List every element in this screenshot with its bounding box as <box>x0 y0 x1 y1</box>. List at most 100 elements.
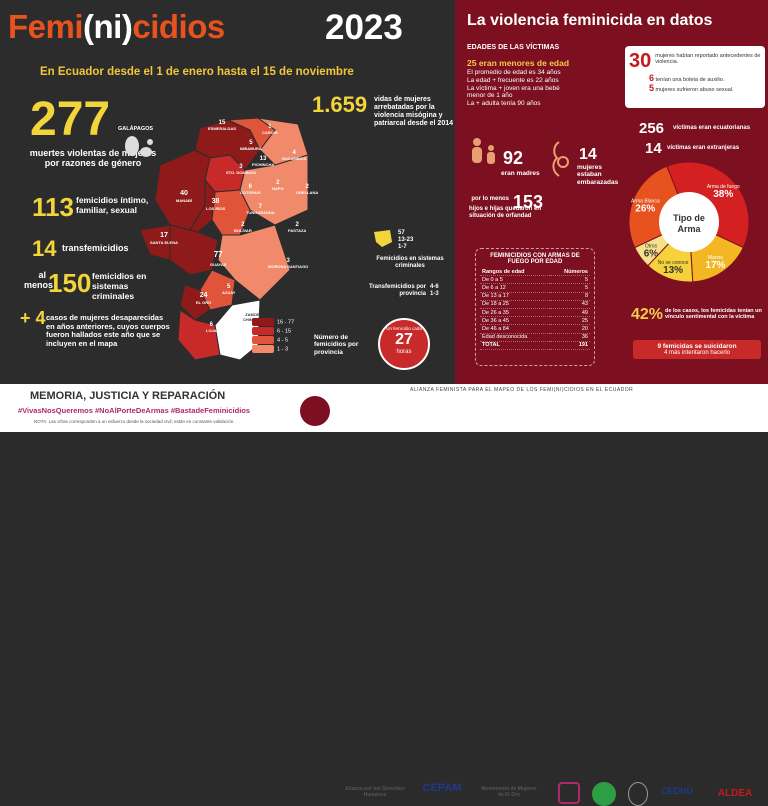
prov-losrios: 38 LOS RÍOS <box>206 198 226 211</box>
emb-text: mujeres estaban embarazadas <box>577 164 619 186</box>
logo-green-icon <box>592 782 616 806</box>
footer-alianza: ALIANZA FEMINISTA PARA EL MAPEO DE LOS F… <box>410 387 634 393</box>
madres-text: eran madres <box>501 170 540 177</box>
galapagos-label: GALÁPAGOS <box>118 126 154 132</box>
orf-count: 153 <box>513 192 544 212</box>
trans-legend-nums: 4-6 1-3 <box>430 284 439 297</box>
intimo-count: 113 <box>32 192 74 222</box>
pie-label-3: No se conoce <box>658 260 689 266</box>
prov-esmeraldas: 15 ESMERALDAS <box>208 120 237 131</box>
prov-eloro: 24 EL ORO <box>196 292 212 305</box>
scale-item-3: 4 - 5 <box>252 336 306 344</box>
family-icon <box>472 138 495 164</box>
trans-text: transfemicidios <box>62 243 129 253</box>
pie-value-2: 17% <box>705 260 725 271</box>
prov-cotopaxi: 6 COTOPAXI <box>240 184 261 195</box>
prov-orellana: 2 ORELLANA <box>296 184 319 195</box>
clock-badge: Un femicidio cada 27 horas <box>378 318 430 370</box>
intimo-text: femicidios íntimo, familiar, sexual <box>76 195 149 215</box>
prov-morona: 3 MORONA SANTIAGO <box>268 258 309 269</box>
prov-bolivar: 2 BOLÍVAR <box>234 222 252 233</box>
prov-stodomingo: 3 STO. DOMINGO <box>226 164 256 175</box>
table-row: De 26 a 35 49 <box>480 308 590 318</box>
prov-carchi: 1 CARCHI <box>262 124 278 135</box>
logo-alianza-ddhh: Alianza por los Derechos Humanos <box>345 786 405 798</box>
prov-tungurahua: 7 TUNGURAHUA <box>246 204 275 215</box>
table-row: TOTAL 191 <box>480 341 590 350</box>
armas-table-box: FEMINICIDIOS CON ARMAS DE FUEGO POR EDAD… <box>475 248 595 366</box>
table-row: De 6 a 12 5 <box>480 283 590 293</box>
prov-napo: 2 NAPO <box>272 180 284 191</box>
pie-title-line1: Tipo de <box>673 213 705 223</box>
desap-count: + 4 <box>20 308 46 328</box>
footer-motto: MEMORIA, JUSTICIA Y REPARACIÓN <box>30 390 226 402</box>
ecuador-mini-icon <box>374 230 392 247</box>
prov-santaelena: 17 SANTA ELENA <box>150 232 178 245</box>
prov-guayas: 77 GUAYAS <box>210 250 227 267</box>
table-row: Edad desconocida 36 <box>480 333 590 342</box>
logo-square-icon <box>558 782 580 804</box>
since2014-count: 1.659 <box>312 92 368 117</box>
prov-manabi: 40 MANABÍ <box>176 190 192 203</box>
total-count: 277 <box>30 93 111 146</box>
edades-title: EDADES DE LAS VÍCTIMAS <box>467 44 560 51</box>
pie-center <box>659 192 719 252</box>
ecu-text: víctimas eran ecuatorianas <box>673 125 751 131</box>
right-title: La violencia feminicida en datos <box>467 12 713 29</box>
logo-movimiento: Movimiento de Mujeres de El Oro <box>481 786 537 798</box>
logo-cepam: CEPAM <box>422 782 462 794</box>
pie-label-4: Otros <box>645 244 658 250</box>
table-row: De 18 a 25 43 <box>480 300 590 309</box>
desap-text: casos de mujeres desaparecidas en años a… <box>46 313 170 348</box>
table-row: De 13 a 17 8 <box>480 292 590 301</box>
footer-hashtags: #VivasNosQueremos #NoAlPorteDeArmas #Bas… <box>18 406 251 415</box>
scale-title: Número de femicidios por provincia <box>314 334 359 356</box>
pct-text: de los casos, los femicidas tenían un ví… <box>665 308 762 321</box>
crim-text: femicidios en sistemas criminales <box>92 271 147 301</box>
trans-count: 14 <box>32 236 57 261</box>
madres-count: 92 <box>503 148 524 168</box>
prov-pichincha: 13 PICHINCHA <box>252 156 275 167</box>
crim-legend-label: Femicidios en sistemas criminales <box>376 256 444 269</box>
table-row: De 46 a 84 20 <box>480 324 590 334</box>
right-panel: La violencia feminicida en datos EDADES … <box>455 0 768 384</box>
pie-value-4: 6% <box>644 249 659 260</box>
trans-legend-label: Transfemicidios por provincia <box>368 284 426 297</box>
pie-label-1: Arma de fuego <box>707 184 740 190</box>
subtitle: En Ecuador desde el 1 de enero hasta el … <box>40 66 354 78</box>
logo-cedhu: CEDHU <box>660 786 693 796</box>
crim-legend-nums: 57 13-23 1-7 <box>398 230 414 250</box>
pie-value-1: 38% <box>713 189 733 200</box>
year-title: 2023 <box>325 8 403 47</box>
since2014-text: vidas de mujeres arrebatadas por la viol… <box>374 96 453 128</box>
edades-list: 25 eran menores de edad El promedio de e… <box>467 58 570 107</box>
galapagos-islands <box>125 136 153 157</box>
footer: MEMORIA, JUSTICIA Y REPARACIÓN #VivasNos… <box>0 384 768 806</box>
total-text: muertes violentas de mujeres por razones… <box>29 148 157 169</box>
scale-legend: 16 - 77 6 - 15 4 - 5 1 - 3 <box>252 318 306 353</box>
pie-value-3: 13% <box>663 265 683 276</box>
ext-text: víctimas eran extranjeras <box>667 145 740 151</box>
logo-circle-icon <box>300 396 330 426</box>
ecuador-map <box>140 117 309 361</box>
main-title: Femi(ni)cidios <box>8 8 225 45</box>
pie-label-0: Arma Blanca <box>631 199 660 205</box>
ext-count: 14 <box>645 140 662 157</box>
prov-pastaza: 2 PASTAZA <box>288 222 307 233</box>
pregnant-icon <box>552 141 569 177</box>
table-row: De 36 a 45 25 <box>480 316 590 326</box>
orf-pre: por lo menos <box>471 196 509 202</box>
suic-box: 9 femicidas se suicidaron 4 más intentar… <box>633 340 761 359</box>
left-panel: Femi(ni)cidios 2023 En Ecuador desde el … <box>0 0 455 384</box>
pct-num: 42% <box>631 306 664 323</box>
ecu-count: 256 <box>639 120 665 137</box>
orf-text: hijos e hijas quedaron en situación de o… <box>469 206 542 219</box>
emb-count: 14 <box>579 146 597 163</box>
prov-imbabura: 5 IMBABURA <box>240 140 262 151</box>
footer-note: NOTA: Las cifras corresponden a un esfue… <box>34 419 235 424</box>
logo-oval-icon <box>628 782 648 806</box>
pie-label-2: Manos <box>708 255 724 261</box>
